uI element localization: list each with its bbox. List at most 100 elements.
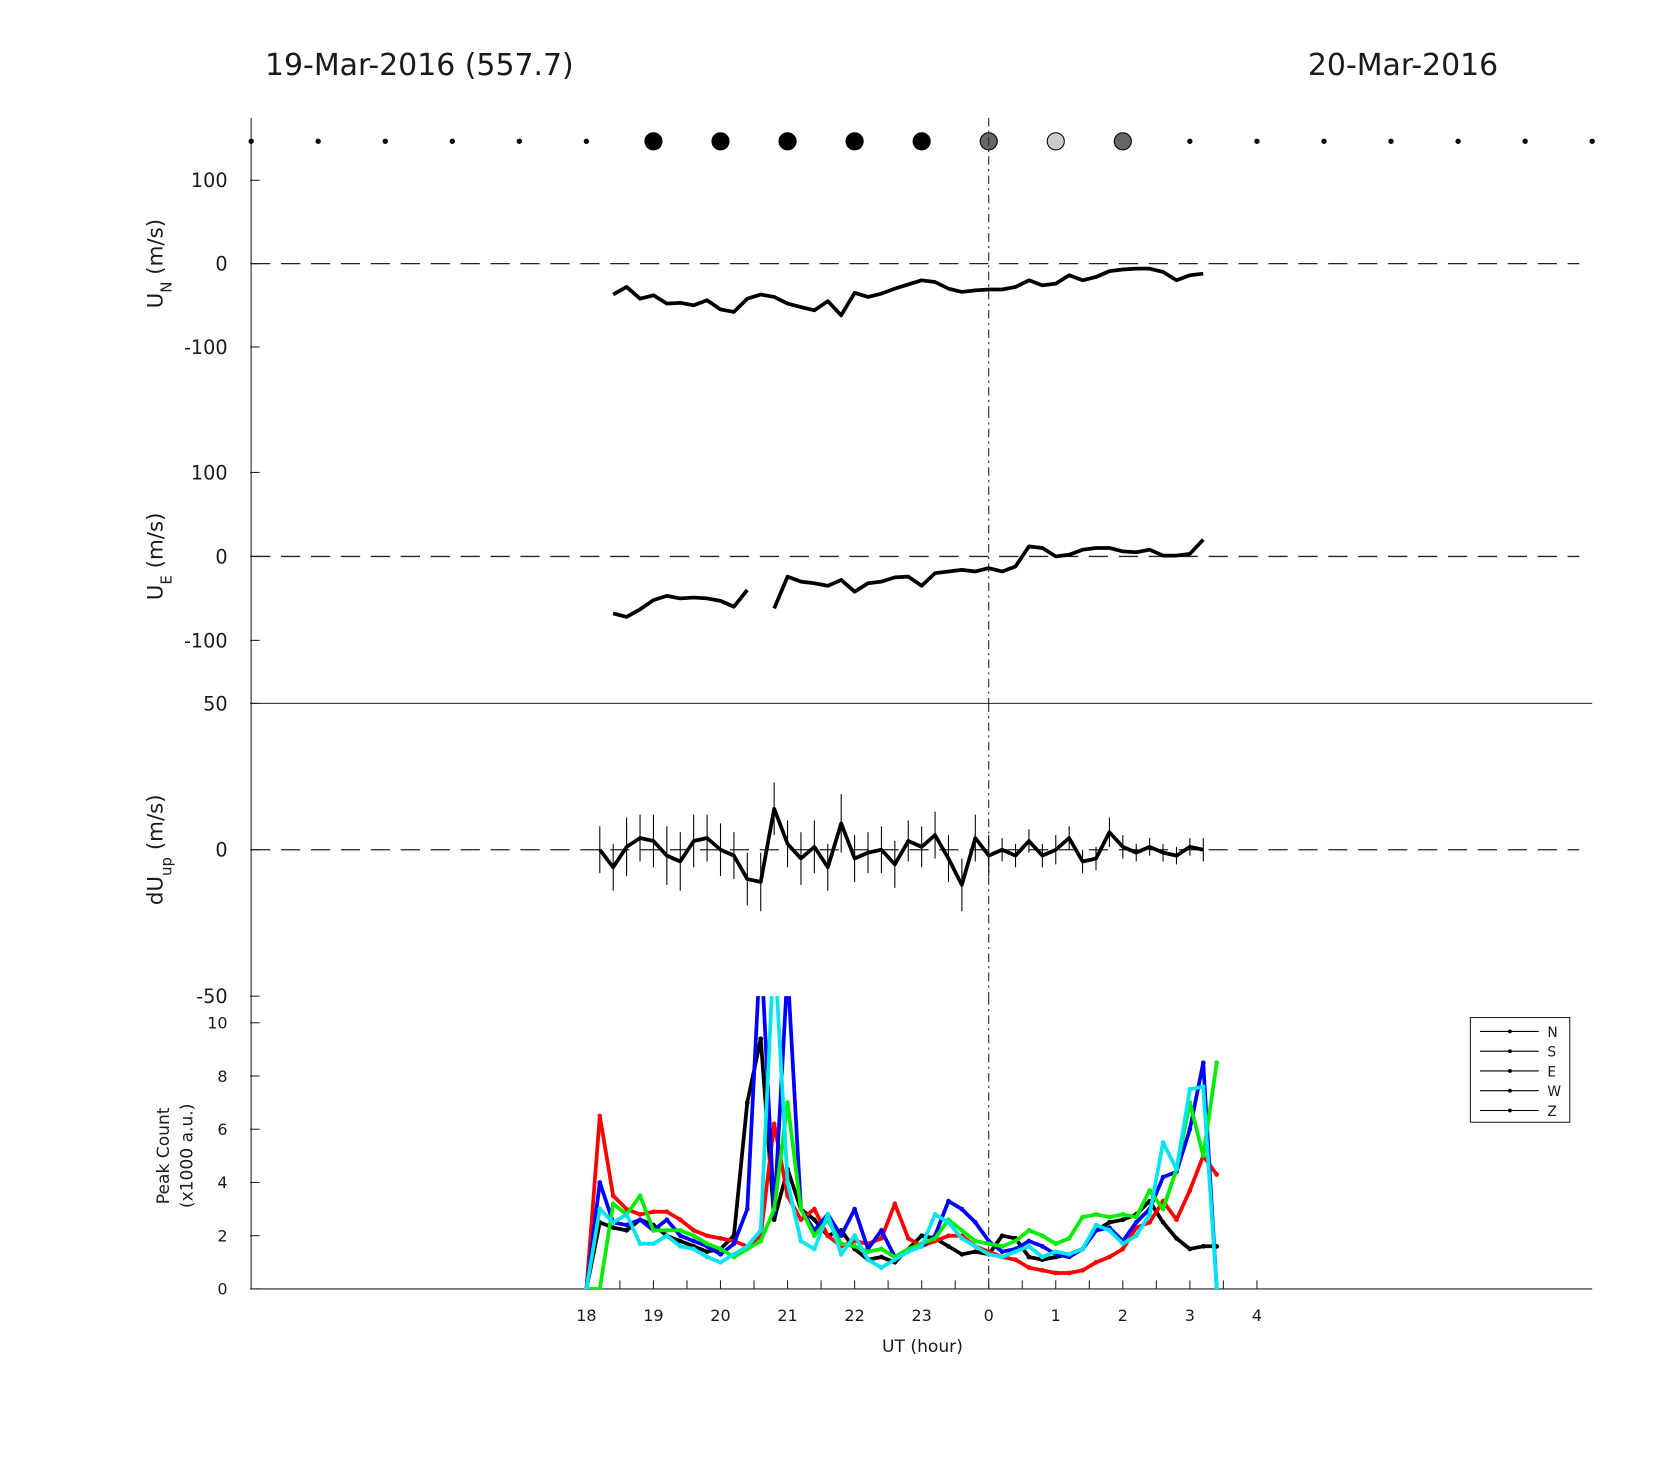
data-point [865,1249,871,1255]
data-point [758,1036,764,1042]
data-point [1053,1249,1059,1255]
data-point [1066,1270,1072,1276]
data-point [1026,1228,1032,1233]
data-point [785,1100,790,1105]
legend-label: E [1547,1064,1556,1080]
legend-label: N [1547,1025,1557,1041]
data-point [892,1257,898,1263]
data-point [731,1241,737,1247]
y-axis-label-part: (m/s) [143,219,168,282]
data-line [584,1114,1219,1289]
data-point [677,1228,683,1233]
y-tick-label: 4 [217,1173,227,1192]
data-point [704,1233,710,1239]
data-point [731,1251,737,1257]
sky-marker [912,132,931,151]
data-point [865,1257,871,1263]
data-point [1214,1172,1220,1177]
data-point [946,1220,951,1225]
y-tick-label: 0 [217,1280,227,1299]
data-point [651,1241,656,1247]
data-point [812,1206,817,1212]
data-point [879,1236,884,1241]
data-point [959,1228,965,1233]
legend-dot [1507,1029,1512,1034]
y-tick-label: -50 [196,985,227,1008]
data-point [959,1206,965,1212]
data-point [1107,1228,1112,1233]
sky-marker [1321,138,1327,144]
data-point [798,1238,804,1244]
data-point [972,1238,978,1244]
data-point [1066,1251,1072,1257]
x-tick-label: 23 [911,1306,931,1325]
data-point [879,1228,884,1233]
data-point [999,1244,1005,1249]
legend-label: Z [1547,1104,1557,1120]
y-axis-label-part: dU [143,876,168,905]
data-point [1053,1270,1059,1276]
data-point [972,1244,978,1249]
data-point [624,1222,629,1228]
legend-dot [1507,1049,1512,1054]
data-point [1080,1214,1085,1220]
sky-marker [583,138,590,144]
data-point [1187,1126,1193,1132]
data-point [637,1193,643,1199]
data-point [1026,1244,1032,1249]
legend-box [1469,1016,1571,1123]
y-axis-label-part: (m/s) [143,794,168,857]
data-point [986,1241,992,1247]
data-point [798,1217,804,1223]
sky-marker [845,132,864,151]
data-point [1174,1166,1179,1172]
legend-dot [1507,1108,1512,1113]
data-point [852,1233,857,1239]
legend-label: W [1547,1084,1561,1100]
x-tick-label: 0 [984,1306,994,1325]
data-point [664,1209,670,1215]
y-axis-label: UE (m/s) [143,513,175,601]
data-point [704,1241,710,1247]
data-point [946,1244,951,1249]
sky-marker [248,138,254,144]
data-point [1120,1212,1126,1217]
data-point [1214,1286,1220,1289]
data-point [1013,1249,1018,1255]
data-point [677,1238,683,1244]
data-line [612,538,1205,619]
data-point [1147,1188,1152,1193]
sky-marker [778,132,797,151]
data-point [610,1201,616,1207]
data-point [879,1246,884,1252]
y-axis-label-part: N [157,282,175,293]
y-tick-label: 0 [215,545,227,568]
data-point [825,1212,831,1217]
y-axis-label-part: (m/s) [143,513,168,576]
data-point [852,1244,857,1249]
data-point [744,1244,750,1249]
data-point [772,941,777,946]
data-point [758,1228,764,1233]
y-tick-label: 2 [217,1226,227,1245]
data-point [812,1233,817,1239]
data-point [1107,1254,1112,1260]
data-point [624,1212,629,1217]
data-point [946,1198,951,1204]
sky-marker [1522,138,1528,144]
y-tick-label: 10 [207,1014,227,1033]
data-point [1066,1236,1072,1241]
y-tick-label: 8 [217,1067,227,1086]
data-point [838,1233,844,1239]
sky-marker [1589,138,1595,144]
data-point [597,1113,603,1119]
data-point [959,1251,965,1257]
y-axis-label-part: U [143,585,168,601]
y-tick-label: -100 [184,336,228,359]
y-tick-label: 6 [217,1120,227,1139]
data-point [1160,1174,1166,1180]
data-point [946,1233,951,1239]
y-axis-label-part: U [143,293,168,309]
data-point [919,1244,925,1249]
